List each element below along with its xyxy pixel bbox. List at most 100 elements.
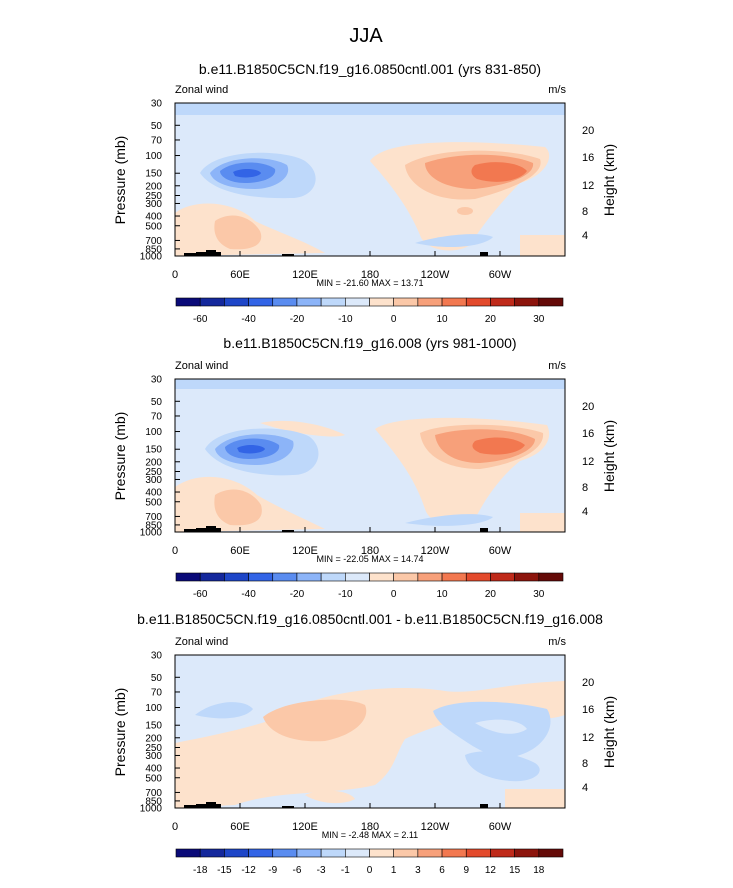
y-axis-title: Pressure (mb): [112, 688, 128, 777]
y-tick-label: 100: [145, 703, 162, 714]
y-tick-label: 500: [145, 221, 162, 232]
x-tick-label: 60W: [489, 821, 512, 833]
x-tick-label: 120E: [292, 821, 318, 833]
colorbar-label: -60: [193, 314, 208, 325]
left-label: Zonal wind: [175, 636, 228, 648]
colorbar-swatch: [465, 297, 491, 307]
y-tick-label: 700: [145, 512, 162, 523]
y-tick-label: 250: [145, 743, 162, 754]
y-tick-label: 50: [151, 673, 163, 684]
y-axis-right-title: Height (km): [601, 420, 617, 492]
y-tick-label: 300: [145, 751, 162, 762]
y-tick-label: 70: [151, 687, 163, 698]
topography: [184, 802, 488, 808]
colorbar-swatch: [369, 848, 394, 858]
y-tick-label: 150: [145, 445, 162, 456]
y-tick-label: 700: [145, 236, 162, 247]
colorbar-swatch: [490, 572, 515, 582]
page-title: JJA: [349, 25, 383, 47]
colorbar-label: 18: [533, 865, 545, 876]
colorbar-label: -10: [338, 589, 353, 600]
tick-label: 16: [582, 152, 594, 164]
x-tick-label: 180: [361, 821, 379, 833]
y-tick-label: 150: [145, 721, 162, 732]
colorbar-swatch: [538, 848, 564, 858]
x-axis: 0 60E 120E 180 120W 60W: [172, 527, 512, 557]
colorbar-swatch: [538, 572, 564, 582]
x-tick-label: 0: [172, 821, 178, 833]
colorbar-swatch: [320, 848, 346, 858]
y-tick-label: 70: [151, 135, 163, 146]
tick-label: 4: [582, 782, 588, 794]
colorbar-label: 9: [463, 865, 469, 876]
colorbar-label: 15: [509, 865, 521, 876]
colorbar: -60 -40 -20 -10 0 10 20 30: [175, 572, 564, 600]
y-tick-label: 300: [145, 475, 162, 486]
colorbar-swatch: [175, 848, 201, 858]
colorbar-label: 6: [439, 865, 445, 876]
colorbar-swatch: [296, 848, 322, 858]
y-tick-label: 1000: [140, 252, 163, 263]
y-tick-label: 100: [145, 427, 162, 438]
tick-label: 12: [582, 732, 594, 744]
colorbar-label: -40: [241, 589, 256, 600]
colorbar-swatch: [441, 848, 467, 858]
colorbar-swatch: [417, 848, 443, 858]
colorbar-swatch: [538, 297, 564, 307]
y-tick-label: 70: [151, 411, 163, 422]
panel-title: b.e11.B1850C5CN.f19_g16.0850cntl.001 (yr…: [199, 61, 541, 77]
y-tick-label: 30: [151, 99, 163, 110]
y-tick-label: 150: [145, 169, 162, 180]
y-axis-right: 20 16 12 8 4: [582, 401, 594, 518]
colorbar-label: -60: [193, 589, 208, 600]
colorbar-swatch: [199, 848, 225, 858]
contour-field: [175, 379, 565, 532]
x-tick-label: 120E: [292, 269, 318, 281]
colorbar-swatch: [369, 572, 394, 582]
x-tick-label: 0: [172, 545, 178, 557]
tick-label: 20: [582, 125, 594, 137]
colorbar-label: 20: [485, 314, 497, 325]
y-tick-label: 200: [145, 181, 162, 192]
y-tick-label: 400: [145, 212, 162, 223]
colorbar-swatch: [490, 297, 515, 307]
colorbar-swatch: [272, 297, 298, 307]
colorbar-swatch: [369, 297, 394, 307]
topography: [184, 526, 488, 532]
y-tick-label: 700: [145, 788, 162, 799]
right-label: m/s: [548, 636, 566, 648]
colorbar-label: -6: [292, 865, 301, 876]
colorbar-swatch: [393, 572, 419, 582]
colorbar-label: 3: [415, 865, 421, 876]
colorbar-label: -9: [268, 865, 277, 876]
contour-field: [175, 103, 565, 256]
colorbar-swatch: [320, 297, 346, 307]
panel-title: b.e11.B1850C5CN.f19_g16.008 (yrs 981-100…: [223, 335, 516, 351]
y-tick-label: 400: [145, 488, 162, 499]
colorbar-swatch: [345, 848, 370, 858]
colorbar-label: 30: [533, 589, 545, 600]
x-tick-label: 180: [361, 545, 379, 557]
y-axis-right-title: Height (km): [601, 144, 617, 216]
colorbar-label: -20: [290, 314, 305, 325]
colorbar-swatch: [393, 848, 419, 858]
right-label: m/s: [548, 360, 566, 372]
y-tick-label: 850: [145, 796, 162, 807]
panel-2: b.e11.B1850C5CN.f19_g16.008 (yrs 981-100…: [112, 335, 617, 600]
colorbar-swatch: [272, 572, 298, 582]
colorbar-swatch: [465, 572, 491, 582]
colorbar-swatch: [296, 297, 322, 307]
y-tick-label: 400: [145, 764, 162, 775]
colorbar-label: -3: [317, 865, 326, 876]
tick-label: 12: [582, 180, 594, 192]
x-tick-label: 60E: [230, 545, 250, 557]
tick-label: 20: [582, 677, 594, 689]
colorbar-label: 0: [391, 314, 397, 325]
colorbar-swatch: [175, 297, 201, 307]
colorbar-label: 12: [485, 865, 497, 876]
colorbar-swatch: [296, 572, 322, 582]
colorbar-label: -40: [241, 314, 256, 325]
colorbar-swatch: [345, 572, 370, 582]
